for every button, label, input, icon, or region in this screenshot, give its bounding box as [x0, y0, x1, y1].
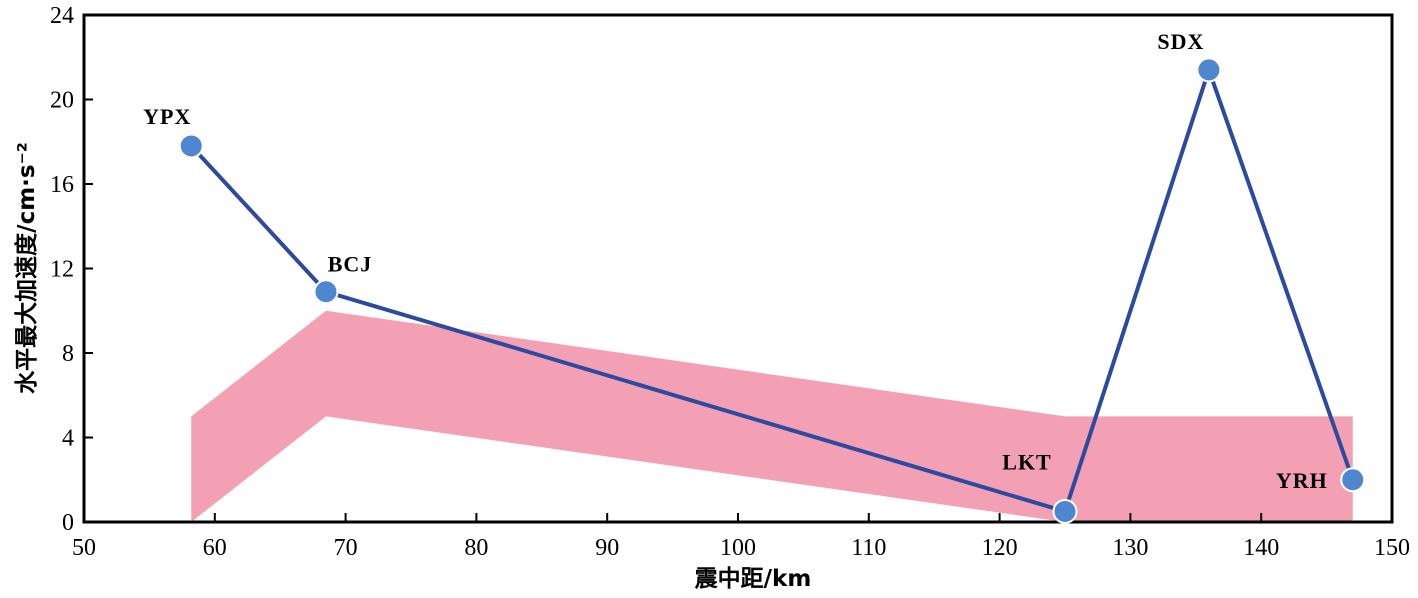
x-tick-label: 150 [1374, 535, 1410, 561]
marker-layer [178, 57, 1366, 524]
station-label-yrh: YRH [1276, 468, 1328, 493]
y-tick-label: 12 [50, 257, 74, 283]
tick-layer: 50 60 70 80 90 100 110 120 130 140 150 0 4 8 12 16 20 24 [50, 3, 1410, 561]
x-tick-label: 140 [1243, 535, 1279, 561]
data-point-sdx [1196, 57, 1222, 83]
y-tick-label: 8 [62, 341, 74, 367]
range-band [191, 310, 1353, 522]
x-tick-label: 90 [595, 535, 619, 561]
x-tick-label: 50 [72, 535, 96, 561]
x-tick-label: 100 [720, 535, 756, 561]
y-tick-label: 20 [50, 88, 74, 114]
band-layer [191, 310, 1353, 522]
label-layer: YPX BCJ LKT SDX YRH [143, 29, 1328, 493]
y-tick-label: 4 [62, 426, 74, 452]
station-label-sdx: SDX [1157, 29, 1204, 54]
station-label-ypx: YPX [143, 104, 191, 129]
station-label-bcj: BCJ [328, 252, 373, 277]
y-tick-label: 16 [50, 172, 74, 198]
data-point-yrh [1340, 467, 1366, 493]
data-point-ypx [178, 133, 204, 159]
data-point-lkt [1052, 498, 1078, 524]
y-tick-label: 0 [62, 510, 74, 536]
x-tick-label: 120 [982, 535, 1018, 561]
data-point-bcj [313, 279, 339, 305]
x-tick-label: 80 [464, 535, 488, 561]
x-tick-label: 70 [334, 535, 358, 561]
x-tick-label: 130 [1112, 535, 1148, 561]
x-tick-label: 60 [203, 535, 227, 561]
x-tick-label: 110 [851, 535, 886, 561]
y-tick-label: 24 [50, 3, 74, 29]
station-label-lkt: LKT [1002, 449, 1051, 474]
x-axis-title: 震中距/km [695, 566, 812, 592]
y-axis-title: 水平最大加速度/cm·s⁻² [13, 142, 40, 394]
